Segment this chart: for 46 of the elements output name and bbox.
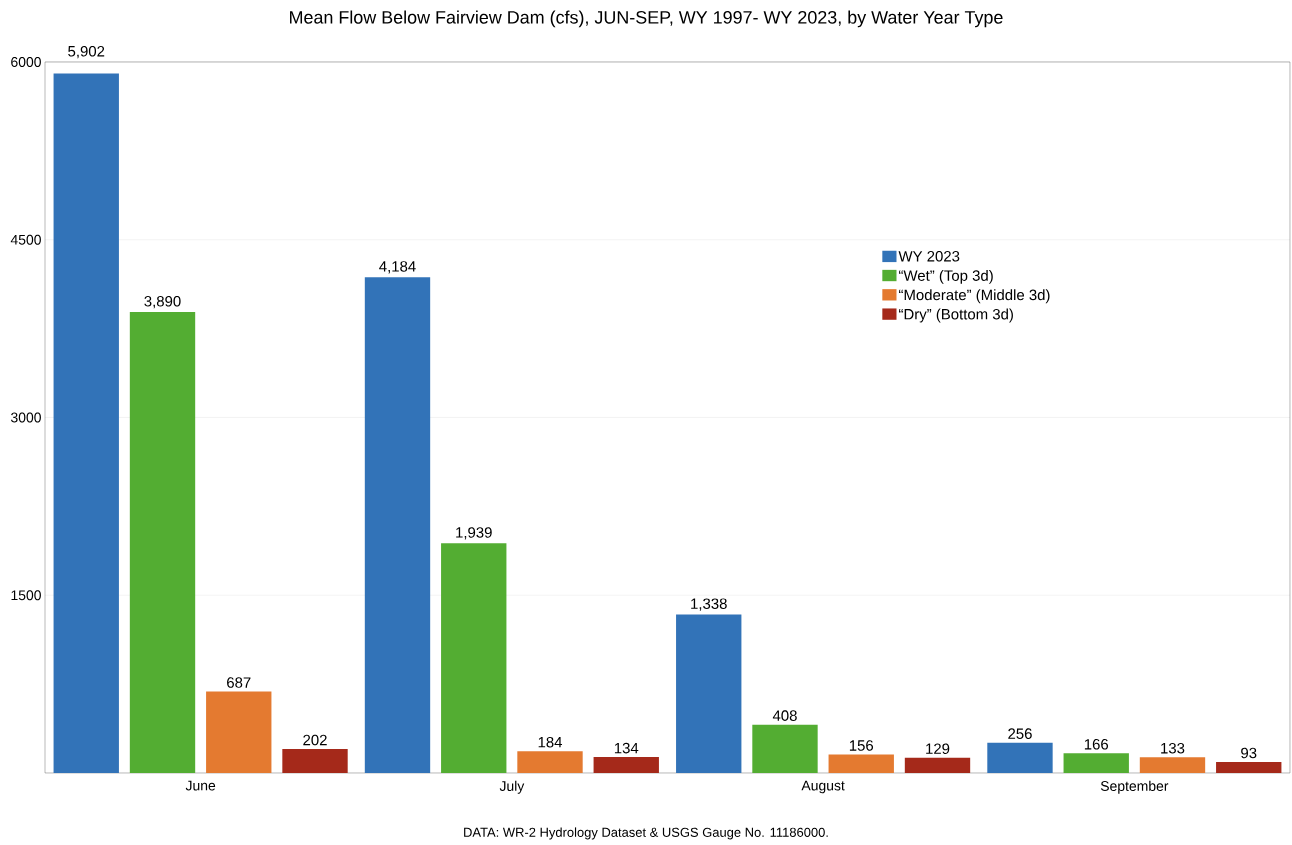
data-label: 184 (538, 736, 563, 748)
chart-title: Mean Flow Below Fairview Dam (cfs), JUN-SEP, WY 1997- WY 2023, by Water Year Type (290, 10, 1003, 28)
bar (517, 751, 583, 773)
data-label: 256 (1008, 728, 1032, 739)
bar (206, 691, 272, 773)
x-tick-label: August (801, 780, 845, 794)
bar (364, 277, 431, 773)
bar (904, 757, 971, 773)
legend-label: “Dry” (Bottom 3d) (899, 308, 1013, 323)
legend-label: “Wet” (Top 3d) (899, 269, 993, 284)
y-tick-label: 1500 (11, 590, 41, 601)
bar (593, 757, 659, 773)
x-tick-label: July (499, 780, 525, 794)
data-label: 4,184 (379, 261, 416, 274)
x-tick-label: June (185, 780, 216, 791)
y-tick-label: 6000 (11, 57, 41, 67)
bar (987, 742, 1053, 773)
legend-label: WY 2023 (898, 251, 960, 262)
text: DATA: WR-2 Hydrology Dataset & USGS Gauge No. 11186000. (464, 827, 828, 840)
bar (676, 614, 742, 773)
bar (441, 543, 507, 773)
data-label: 687 (227, 677, 251, 688)
bar (53, 73, 119, 773)
bar (828, 754, 894, 773)
y-tick-label: 3000 (10, 412, 41, 423)
data-label: 1,939 (456, 527, 492, 540)
bar (1216, 761, 1282, 773)
data-label: 166 (1084, 739, 1109, 750)
data-label: 134 (614, 742, 639, 754)
bar (1139, 757, 1206, 773)
data-label: 93 (1241, 747, 1257, 759)
data-label: 408 (772, 710, 797, 721)
data-label: 129 (926, 743, 950, 754)
bar (1063, 753, 1129, 773)
x-tick-label: September (1100, 780, 1169, 794)
data-label: 156 (849, 740, 874, 751)
data-label: 1,338 (691, 598, 727, 611)
bar (129, 312, 196, 773)
data-label: 202 (303, 734, 327, 746)
y-tick-label: 4500 (10, 234, 41, 245)
bar (282, 749, 348, 773)
data-label: 3,890 (144, 295, 181, 309)
data-label: 5,902 (68, 45, 105, 59)
bar (752, 724, 818, 773)
legend-label: “Moderate” (Middle 3d) (899, 289, 1050, 304)
data-label: 133 (1161, 742, 1185, 754)
